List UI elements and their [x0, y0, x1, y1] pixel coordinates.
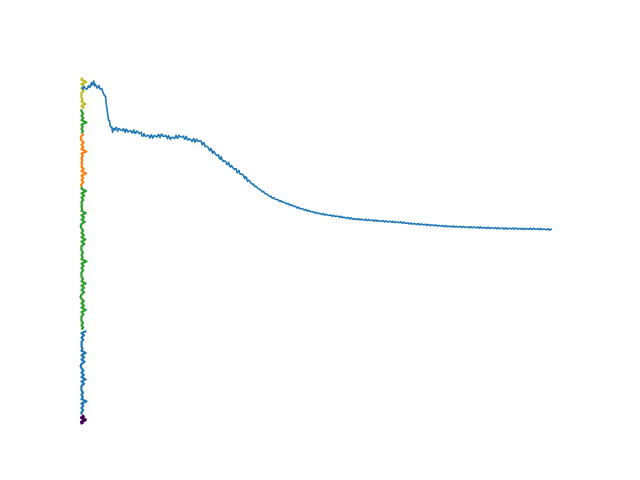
main-series-line [81, 80, 553, 231]
left-strip-segment [80, 77, 88, 110]
left-strip-segment [79, 186, 88, 331]
left-strip-segment [80, 414, 87, 425]
left-strip-group [79, 77, 88, 425]
left-strip-segment [79, 133, 88, 188]
left-strip-segment [80, 109, 88, 135]
main-series-group [81, 80, 553, 231]
left-strip-segment [79, 329, 88, 415]
